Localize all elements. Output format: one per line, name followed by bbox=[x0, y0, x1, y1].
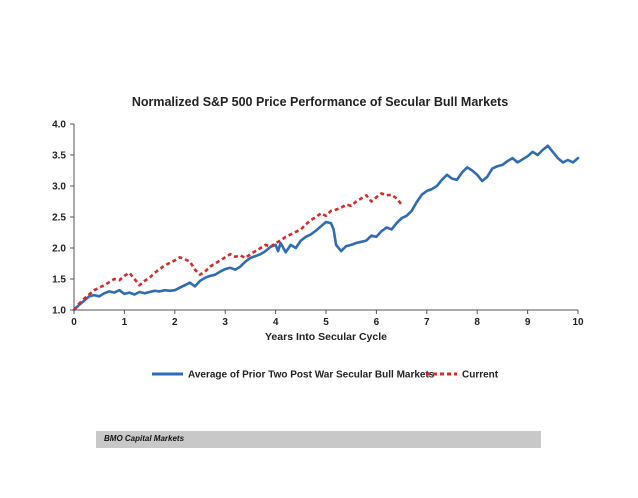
x-tick-label: 3 bbox=[222, 317, 228, 328]
y-tick-label: 2.0 bbox=[52, 244, 66, 255]
legend-label-average: Average of Prior Two Post War Secular Bu… bbox=[188, 370, 435, 381]
x-tick-label: 2 bbox=[172, 317, 178, 328]
legend-label-current: Current bbox=[462, 370, 499, 381]
x-tick-label: 0 bbox=[71, 317, 77, 328]
y-tick-label: 2.5 bbox=[52, 213, 66, 224]
x-tick-label: 9 bbox=[525, 317, 531, 328]
y-tick-label: 3.0 bbox=[52, 182, 66, 193]
series-line-average bbox=[72, 144, 580, 312]
y-tick-label: 3.5 bbox=[52, 151, 66, 162]
x-tick-label: 10 bbox=[572, 317, 584, 328]
y-tick-label: 1.5 bbox=[52, 275, 66, 286]
y-tick-label: 1.0 bbox=[52, 306, 66, 317]
x-tick-label: 4 bbox=[273, 317, 279, 328]
y-tick-label: 4.0 bbox=[52, 120, 66, 131]
chart-title: Normalized S&P 500 Price Performance of … bbox=[132, 95, 508, 109]
source-bar: BMO Capital Markets bbox=[96, 431, 541, 448]
x-tick-label: 7 bbox=[424, 317, 430, 328]
x-tick-label: 6 bbox=[374, 317, 380, 328]
x-tick-label: 8 bbox=[474, 317, 480, 328]
axes: 1.0 1.5 2.0 2.5 3.0 3.5 4.0 0 1 2 3 4 5 6 7 8 9 10 bbox=[52, 120, 584, 329]
x-axis-label: Years Into Secular Cycle bbox=[265, 331, 387, 343]
x-tick-label: 5 bbox=[323, 317, 329, 328]
series-line-current bbox=[72, 192, 403, 311]
source-text: BMO Capital Markets bbox=[104, 434, 185, 443]
legend: Average of Prior Two Post War Secular Bu… bbox=[152, 370, 499, 381]
x-tick-label: 1 bbox=[122, 317, 128, 328]
series-layer bbox=[72, 144, 580, 312]
